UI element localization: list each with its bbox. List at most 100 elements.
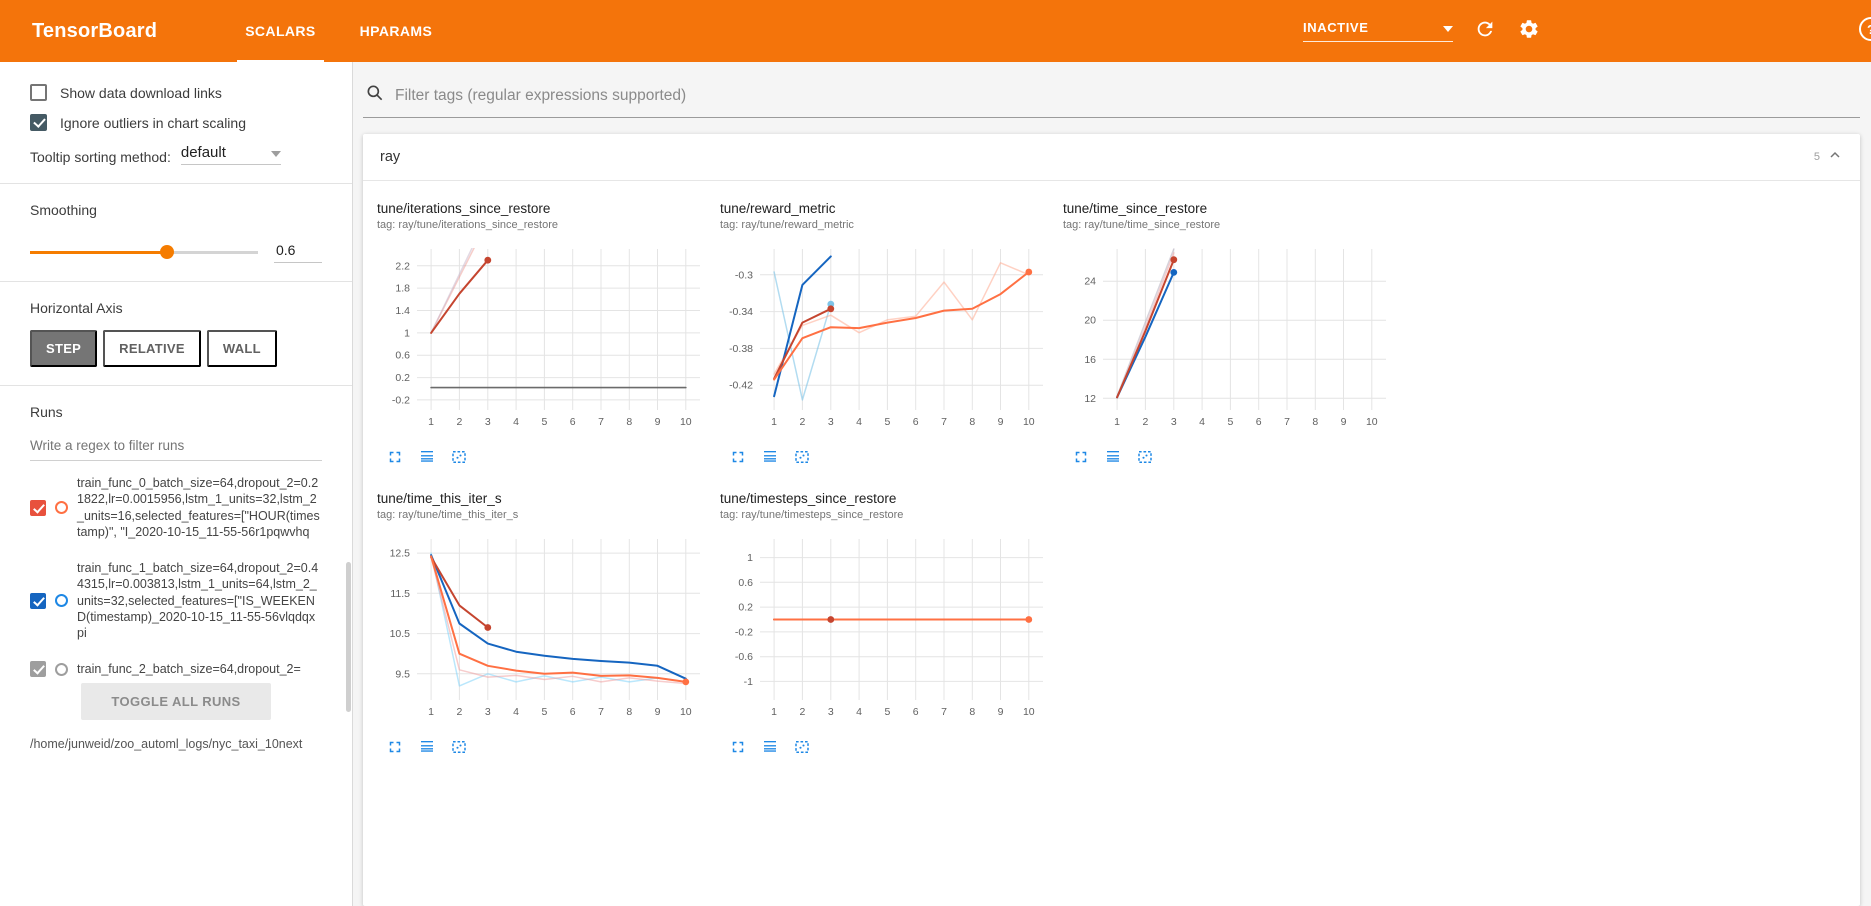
svg-text:1.8: 1.8 <box>395 283 410 295</box>
tag-filter-bar <box>363 77 1860 118</box>
help-icon: ? <box>1858 16 1871 47</box>
expand-icon[interactable] <box>728 447 748 467</box>
log-scale-icon[interactable] <box>760 737 780 757</box>
svg-text:-1: -1 <box>744 676 753 688</box>
run-checkbox[interactable] <box>30 661 46 677</box>
chart-plot[interactable]: -1 -0.6 -0.2 0.2 0.6 1 1 2 3 4 5 6 7 8 9 10 <box>716 529 1051 726</box>
expand-icon[interactable] <box>728 737 748 757</box>
fit-domain-icon[interactable] <box>449 737 469 757</box>
runs-filter-input[interactable] <box>30 430 322 461</box>
run-checkbox[interactable] <box>30 592 46 609</box>
log-scale-icon[interactable] <box>760 447 780 467</box>
run-checkbox[interactable] <box>30 499 46 516</box>
log-scale-icon[interactable] <box>1103 447 1123 467</box>
svg-text:0.2: 0.2 <box>395 372 410 384</box>
tab-hparams[interactable]: HPARAMS <box>338 0 455 62</box>
smoothing-slider[interactable] <box>30 244 258 260</box>
tag-group-header[interactable]: ray 5 <box>363 134 1860 181</box>
fit-domain-icon[interactable] <box>792 447 812 467</box>
axis-mode-step[interactable]: STEP <box>30 330 98 367</box>
show-download-row[interactable]: Show data download links <box>30 84 322 101</box>
runs-label: Runs <box>30 404 63 420</box>
help-button[interactable]: ? <box>1859 16 1871 43</box>
app-title: TensorBoard <box>32 19 158 42</box>
chart-plot[interactable]: 9.5 10.5 11.5 12.5 1 2 3 4 5 6 7 8 9 10 <box>373 529 708 726</box>
svg-text:12: 12 <box>1084 393 1096 405</box>
tooltip-sort-select[interactable]: default <box>180 144 281 165</box>
chevron-up-icon[interactable] <box>1827 147 1843 168</box>
toggle-all-runs-button[interactable]: TOGGLE ALL RUNS <box>81 683 271 720</box>
svg-text:6: 6 <box>913 706 919 718</box>
chart-title: tune/iterations_since_restore <box>377 201 551 216</box>
svg-text:7: 7 <box>598 416 604 428</box>
ignore-outliers-checkbox[interactable] <box>30 114 47 131</box>
run-row[interactable]: train_func_1_batch_size=64,dropout_2=0.4… <box>30 550 322 651</box>
refresh-button[interactable] <box>1473 19 1497 43</box>
tab-hparams-label: HPARAMS <box>359 23 433 39</box>
svg-text:1: 1 <box>428 706 434 718</box>
expand-icon[interactable] <box>385 447 405 467</box>
chart-tag: tag: ray/tune/iterations_since_restore <box>377 219 558 231</box>
log-directory-path: /home/junweid/zoo_automl_logs/nyc_taxi_1… <box>30 737 303 751</box>
svg-text:1: 1 <box>771 416 777 428</box>
svg-text:24: 24 <box>1084 276 1096 288</box>
smoothing-value-input[interactable]: 0.6 <box>274 240 322 263</box>
svg-text:5: 5 <box>541 706 547 718</box>
sidebar-scrollbar-thumb[interactable] <box>346 562 351 712</box>
chart-plot[interactable]: -0.42 -0.38 -0.34 -0.3 1 2 3 4 5 6 7 8 9 10 <box>716 239 1051 436</box>
svg-text:-0.3: -0.3 <box>735 269 753 281</box>
ignore-outliers-row[interactable]: Ignore outliers in chart scaling <box>30 114 322 131</box>
horizontal-axis-label: Horizontal Axis <box>30 300 123 316</box>
svg-text:2: 2 <box>456 706 462 718</box>
expand-icon[interactable] <box>1071 447 1091 467</box>
expand-icon[interactable] <box>385 737 405 757</box>
chart-title: tune/time_since_restore <box>1063 201 1208 216</box>
chart-actions <box>1071 447 1402 467</box>
axis-mode-wall[interactable]: WALL <box>206 330 277 367</box>
svg-text:1.4: 1.4 <box>395 305 410 317</box>
axis-mode-relative[interactable]: RELATIVE <box>103 330 201 367</box>
run-row[interactable]: train_func_2_batch_size=64,dropout_2= <box>30 651 322 677</box>
chevron-down-icon <box>270 144 281 161</box>
chart-card: tune/time_this_iter_s tag: ray/tune/time_… <box>373 491 716 757</box>
show-download-checkbox[interactable] <box>30 84 47 101</box>
slider-thumb[interactable] <box>159 244 174 259</box>
svg-text:6: 6 <box>570 416 576 428</box>
run-isolate-radio[interactable] <box>55 501 68 514</box>
svg-text:6: 6 <box>570 706 576 718</box>
tab-scalars-label: SCALARS <box>245 23 316 39</box>
tag-filter-input[interactable] <box>395 86 1858 105</box>
settings-sidebar: Show data download links Ignore outliers… <box>0 62 353 906</box>
fit-domain-icon[interactable] <box>792 737 812 757</box>
tag-group-card: ray 5 tune/iterations_since_restore tag: … <box>363 134 1860 906</box>
svg-text:-0.42: -0.42 <box>729 380 753 392</box>
run-isolate-radio[interactable] <box>55 594 68 608</box>
svg-text:4: 4 <box>856 416 862 428</box>
chart-actions <box>385 737 716 757</box>
log-scale-icon[interactable] <box>417 737 437 757</box>
svg-text:8: 8 <box>626 706 632 718</box>
svg-text:10: 10 <box>1023 706 1035 718</box>
status-dropdown-value: INACTIVE <box>1303 20 1369 35</box>
svg-text:2: 2 <box>799 706 805 718</box>
fit-domain-icon[interactable] <box>449 447 469 467</box>
run-isolate-radio[interactable] <box>55 662 68 676</box>
settings-button[interactable] <box>1517 19 1541 43</box>
svg-text:1: 1 <box>428 416 434 428</box>
status-dropdown[interactable]: INACTIVE <box>1303 20 1453 42</box>
run-row[interactable]: train_func_0_batch_size=64,dropout_2=0.2… <box>30 465 322 550</box>
svg-text:8: 8 <box>969 416 975 428</box>
svg-text:4: 4 <box>513 706 519 718</box>
svg-text:8: 8 <box>626 416 632 428</box>
log-scale-icon[interactable] <box>417 447 437 467</box>
tag-group-title: ray <box>380 149 401 165</box>
svg-text:0.6: 0.6 <box>395 350 410 362</box>
chart-plot[interactable]: -0.2 0.2 0.6 1 1.4 1.8 2.2 1 2 3 4 5 6 7 8 9 10 <box>373 239 708 436</box>
svg-text:5: 5 <box>1227 416 1233 428</box>
slider-fill <box>30 250 167 254</box>
tab-scalars[interactable]: SCALARS <box>223 0 337 62</box>
svg-text:9: 9 <box>655 416 661 428</box>
fit-domain-icon[interactable] <box>1135 447 1155 467</box>
